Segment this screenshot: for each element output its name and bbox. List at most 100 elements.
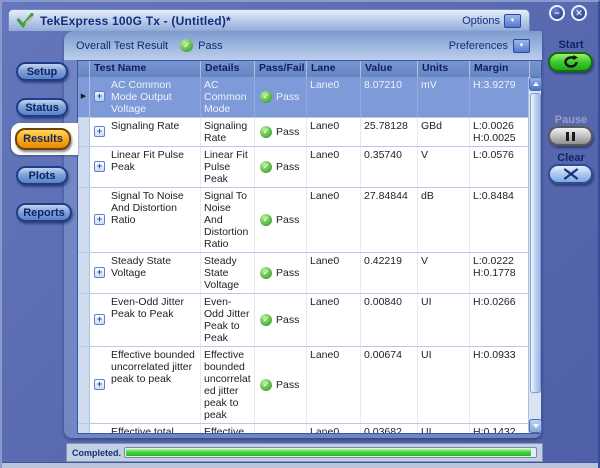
margin-cell: H:3.9279 [473,79,516,91]
pass-label: Pass [276,379,300,391]
test-name-cell: + Even-Odd Jitter Peak to Peak [90,294,201,346]
row-selector-cell[interactable] [78,188,90,252]
table-row[interactable]: + Effective bounded uncorrelated jitter … [78,347,530,424]
expand-icon[interactable]: + [94,161,105,172]
minimize-button[interactable]: − [549,5,565,21]
sidebar-item-setup[interactable]: Setup [16,62,68,81]
column-header-value[interactable]: Value [361,61,418,77]
table-row[interactable]: + Effective total uncorrelated jitter pe… [78,424,530,433]
pass-icon: ✓ [260,267,272,279]
sidebar-item-reports[interactable]: Reports [16,203,72,222]
column-header-units[interactable]: Units [418,61,470,77]
value-cell: 27.84844 [361,188,418,252]
close-button[interactable]: ✕ [571,5,587,21]
test-name-cell: + Linear Fit Pulse Peak [90,147,201,187]
passfail-cell: ✓ Pass [255,147,307,187]
details-cell: Signal To Noise And Distortion Ratio [201,188,255,252]
results-table: Test Name Details Pass/Fail Lane Value U… [77,60,542,434]
table-row[interactable]: + Even-Odd Jitter Peak to Peak Even-Odd … [78,294,530,347]
tekexpress-logo-icon [17,13,34,28]
row-selector-cell[interactable]: ▶ [78,77,90,117]
details-cell: Steady State Voltage [201,253,255,293]
row-selector-cell[interactable] [78,118,90,146]
row-selector-cell[interactable] [78,424,90,433]
lane-cell: Lane0 [307,118,361,146]
details-cell: Even-Odd Jitter Peak to Peak [201,294,255,346]
column-header-pass-fail[interactable]: Pass/Fail [255,61,307,77]
margin-cell: L:0.0026 H:0.0025 [473,120,516,144]
pass-label: Pass [276,314,300,326]
preferences-menu[interactable]: Preferences ▼ [448,38,530,53]
value-cell: 0.03682 [361,424,418,433]
expand-icon[interactable]: + [94,214,105,225]
sidebar-item-results[interactable]: Results [15,128,71,150]
expand-icon[interactable]: + [94,267,105,278]
preferences-label[interactable]: Preferences [448,39,508,52]
scroll-thumb[interactable] [530,93,541,393]
lane-cell: Lane0 [307,77,361,117]
passfail-cell: ✓ Pass [255,347,307,423]
start-button[interactable] [548,52,593,72]
value-cell: 0.00674 [361,347,418,423]
chevron-up-icon [532,82,539,86]
options-label[interactable]: Options [462,14,500,27]
options-menu[interactable]: Options ▼ [462,13,521,28]
sidebar-item-status[interactable]: Status [16,98,68,117]
margin-cell: H:0.0933 [473,349,516,361]
row-selector-cell[interactable] [78,147,90,187]
expand-icon[interactable]: + [94,379,105,390]
row-selector-cell[interactable] [78,253,90,293]
table-row[interactable]: + Signal To Noise And Distortion Ratio S… [78,188,530,253]
column-header-lane[interactable]: Lane [307,61,361,77]
column-header-test-name[interactable]: Test Name [90,61,201,77]
pass-icon: ✓ [260,214,272,226]
circular-arrow-icon [563,55,578,68]
titlebar: TekExpress 100G Tx - (Untitled)* Options… [8,9,530,31]
table-row[interactable]: ▶ + AC Common Mode Output Voltage AC Com… [78,77,530,118]
table-row[interactable]: + Linear Fit Pulse Peak Linear Fit Pulse… [78,147,530,188]
clear-button[interactable] [548,164,593,184]
table-scrollbar[interactable] [528,77,542,433]
value-cell: 0.00840 [361,294,418,346]
expand-icon[interactable]: + [94,91,105,102]
progress-status-label: Completed. [72,447,122,458]
lane-cell: Lane0 [307,188,361,252]
pass-icon: ✓ [260,126,272,138]
passfail-cell: ✓ Pass [255,253,307,293]
details-cell: AC Common Mode [201,77,255,117]
pause-button[interactable] [548,126,593,146]
lane-cell: Lane0 [307,253,361,293]
margin-cell: L:0.0222 H:0.1778 [473,255,516,279]
expand-icon[interactable]: + [94,314,105,325]
margin-cell: L:0.8484 [473,190,514,202]
scroll-down-button[interactable] [529,419,542,433]
test-name-cell: + Signal To Noise And Distortion Ratio [90,188,201,252]
pass-icon: ✓ [260,314,272,326]
scroll-up-button[interactable] [529,77,542,91]
pass-label: Pass [276,126,300,138]
sidebar-item-plots[interactable]: Plots [16,166,68,185]
details-cell: Signaling Rate [201,118,255,146]
options-dropdown-button[interactable]: ▼ [504,13,521,28]
pass-label: Pass [276,161,300,173]
corner-header-cell [78,61,90,77]
column-header-details[interactable]: Details [201,61,255,77]
test-name-cell: + Signaling Rate [90,118,201,146]
table-row[interactable]: + Steady State Voltage Steady State Volt… [78,253,530,294]
table-row[interactable]: + Signaling Rate Signaling Rate ✓ Pass L… [78,118,530,147]
progress-strip: Completed. [66,443,543,462]
column-header-margin[interactable]: Margin [470,61,530,77]
preferences-dropdown-button[interactable]: ▼ [513,38,530,53]
lane-cell: Lane0 [307,424,361,433]
units-cell: UI [418,424,470,433]
pause-icon [566,131,569,141]
row-selector-cell[interactable] [78,294,90,346]
expand-icon[interactable]: + [94,126,105,137]
overall-test-result-label: Overall Test Result [76,39,169,52]
table-header: Test Name Details Pass/Fail Lane Value U… [78,61,541,77]
row-selector-cell[interactable] [78,347,90,423]
margin-cell: L:0.0576 [473,149,514,161]
progress-fill [126,449,531,456]
details-cell: Linear Fit Pulse Peak [201,147,255,187]
units-cell: V [418,253,470,293]
